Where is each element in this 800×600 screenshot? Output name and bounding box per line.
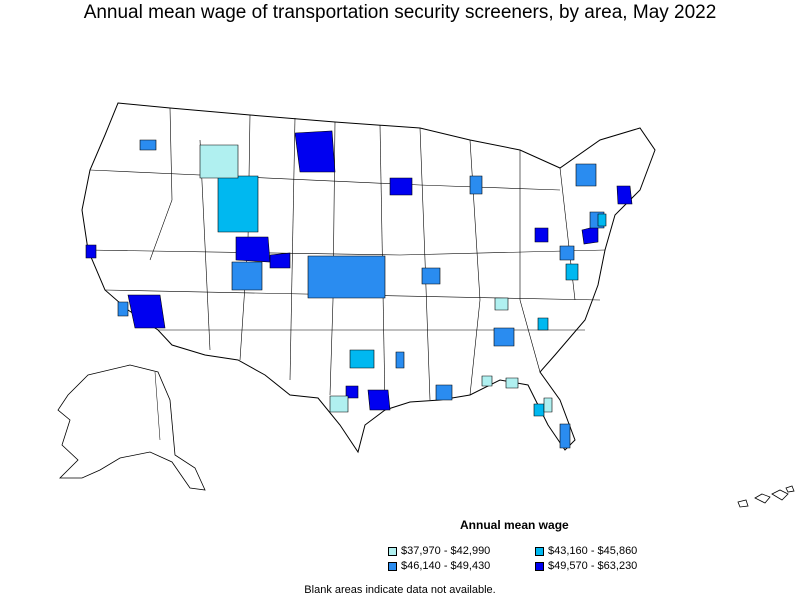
area-wyoming: [217, 175, 259, 233]
area-tampa: [533, 403, 545, 417]
legend-title: Annual mean wage: [460, 518, 569, 532]
legend-label-3: $46,140 - $49,430: [401, 560, 491, 572]
area-pittsburgh: [534, 227, 549, 243]
alaska-outline: [57, 364, 206, 491]
area-new-orleans: [435, 384, 453, 401]
area-washington-east: [139, 139, 157, 151]
area-southern-california: [117, 301, 129, 317]
area-tennessee: [494, 297, 509, 311]
alaska-inner: [154, 371, 161, 441]
map-title: Annual mean wage of transportation secur…: [83, 2, 717, 23]
legend-label-2: $43,160 - $45,860: [548, 545, 638, 557]
area-san-francisco: [85, 244, 97, 259]
us-map-svg: [57, 102, 795, 508]
legend-swatch-4: [535, 561, 544, 571]
area-kansas: [307, 255, 386, 299]
area-san-antonio: [329, 395, 349, 413]
area-montana-south: [199, 144, 239, 179]
area-houston: [367, 389, 391, 411]
wage-areas: [85, 130, 633, 449]
area-jacksonville: [505, 377, 519, 389]
area-florida-east: [543, 397, 553, 413]
area-charlotte: [565, 263, 579, 281]
area-miami: [559, 423, 571, 449]
area-boston: [616, 185, 633, 205]
legend-swatch-2: [535, 546, 544, 556]
area-florida-panhandle: [481, 375, 493, 387]
area-nj-coast: [597, 213, 607, 227]
area-harrisburg: [559, 245, 575, 261]
us-map: [0, 90, 800, 520]
area-vermont: [575, 163, 597, 187]
legend-swatch-1: [388, 546, 397, 556]
area-michigan-north: [469, 175, 483, 195]
footnote: Blank areas indicate data not available.: [304, 584, 496, 596]
legend-item-1: $37,970 - $42,990: [388, 545, 490, 557]
area-phoenix: [127, 294, 166, 329]
legend-swatch-3: [388, 561, 397, 571]
area-austin: [345, 385, 359, 399]
area-st-louis: [421, 267, 441, 285]
area-minneapolis: [389, 177, 413, 196]
area-colorado-springs: [269, 252, 291, 269]
hawaii-islands: [737, 485, 795, 508]
legend-label-4: $49,570 - $63,230: [548, 560, 638, 572]
area-north-dakota-west: [294, 130, 336, 173]
area-shreveport: [395, 351, 405, 369]
legend-label-1: $37,970 - $42,990: [401, 545, 491, 557]
area-dallas: [349, 349, 375, 369]
area-colorado-west: [231, 261, 263, 291]
legend-item-3: $46,140 - $49,430: [388, 560, 490, 572]
legend-item-4: $49,570 - $63,230: [535, 560, 637, 572]
area-virginia: [537, 317, 549, 331]
legend-item-2: $43,160 - $45,860: [535, 545, 637, 557]
area-denver: [235, 236, 271, 263]
area-atlanta: [493, 327, 515, 347]
